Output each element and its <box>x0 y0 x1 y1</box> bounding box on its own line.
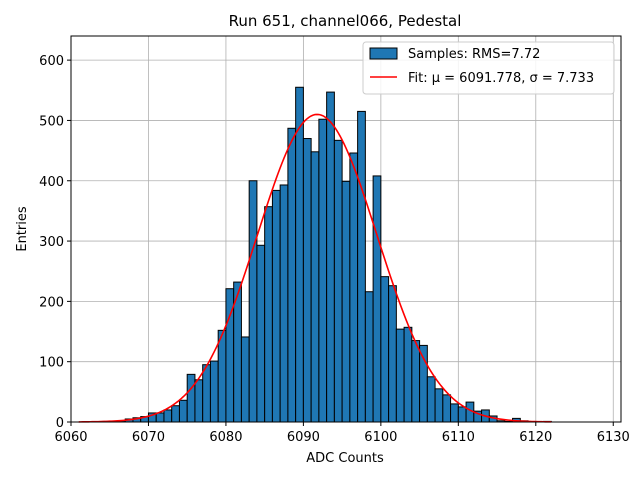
histogram-bar <box>248 180 258 423</box>
histogram-bar <box>442 394 452 423</box>
fit-curve <box>78 113 552 423</box>
histogram-bar <box>349 152 359 423</box>
y-tick-label: 400 <box>39 175 64 190</box>
histogram-bar <box>256 244 266 423</box>
histogram-bar <box>171 405 180 423</box>
histogram-bar <box>310 151 320 423</box>
x-tick-label: 6090 <box>287 430 320 445</box>
x-tick-label: 6060 <box>54 430 87 445</box>
histogram-bar <box>457 406 467 423</box>
histogram-bar <box>326 91 335 423</box>
y-tick-label: 500 <box>39 114 64 129</box>
histogram-bar <box>202 364 211 423</box>
y-tick-label: 0 <box>56 416 64 431</box>
histogram-bar <box>163 409 173 423</box>
histogram-bar <box>333 139 343 423</box>
histogram-bar <box>403 326 413 423</box>
x-axis-title: ADC Counts <box>306 451 384 466</box>
histogram-bar <box>178 399 188 423</box>
x-axis-ticks: 6060 6070 6080 6090 6100 6110 6120 6130 <box>54 422 630 445</box>
histogram-bar <box>372 175 382 423</box>
histogram-bar <box>357 110 366 423</box>
histogram-bar <box>264 206 273 423</box>
histogram-bar <box>426 376 436 423</box>
histogram-bar <box>209 360 219 423</box>
x-tick-label: 6120 <box>519 430 552 445</box>
histogram-bar <box>271 189 281 423</box>
y-tick-label: 600 <box>39 54 64 69</box>
histogram-bar <box>380 276 390 423</box>
histogram-bar <box>434 388 444 423</box>
histogram-bar <box>395 328 405 423</box>
legend-label-samples: Samples: RMS=7.72 <box>408 47 540 62</box>
histogram-bar <box>155 412 165 423</box>
y-tick-label: 300 <box>39 235 64 250</box>
histogram-bar <box>318 118 328 423</box>
histogram-bar <box>364 291 374 423</box>
x-tick-label: 6080 <box>209 430 242 445</box>
histogram-bar <box>388 285 397 423</box>
x-tick-label: 6070 <box>132 430 165 445</box>
legend: Samples: RMS=7.72 Fit: μ = 6091.778, σ =… <box>362 41 615 95</box>
histogram-bar <box>287 127 297 423</box>
chart-title: Run 651, channel066, Pedestal <box>229 12 462 30</box>
histogram-bar <box>411 340 421 423</box>
histogram-bar <box>450 403 459 423</box>
y-axis-ticks: 0 100 200 300 400 500 600 <box>39 54 71 431</box>
x-tick-label: 6110 <box>442 430 475 445</box>
legend-swatch-samples <box>369 47 398 60</box>
histogram-bar <box>302 138 312 423</box>
x-tick-label: 6130 <box>597 430 630 445</box>
histogram-bar <box>186 373 196 423</box>
histogram-bar <box>341 180 351 423</box>
y-axis-title: Entries <box>15 206 30 252</box>
histogram-bar <box>279 184 289 423</box>
histogram-bar <box>295 86 304 423</box>
histogram-bar <box>194 379 204 423</box>
legend-label-fit: Fit: μ = 6091.778, σ = 7.733 <box>408 71 594 86</box>
y-tick-label: 200 <box>39 295 64 310</box>
x-tick-label: 6100 <box>364 430 397 445</box>
legend-box <box>362 41 615 95</box>
y-tick-label: 100 <box>39 356 64 371</box>
histogram-bar <box>217 329 227 423</box>
plot-frame <box>70 35 622 423</box>
histogram-bar <box>240 336 250 423</box>
